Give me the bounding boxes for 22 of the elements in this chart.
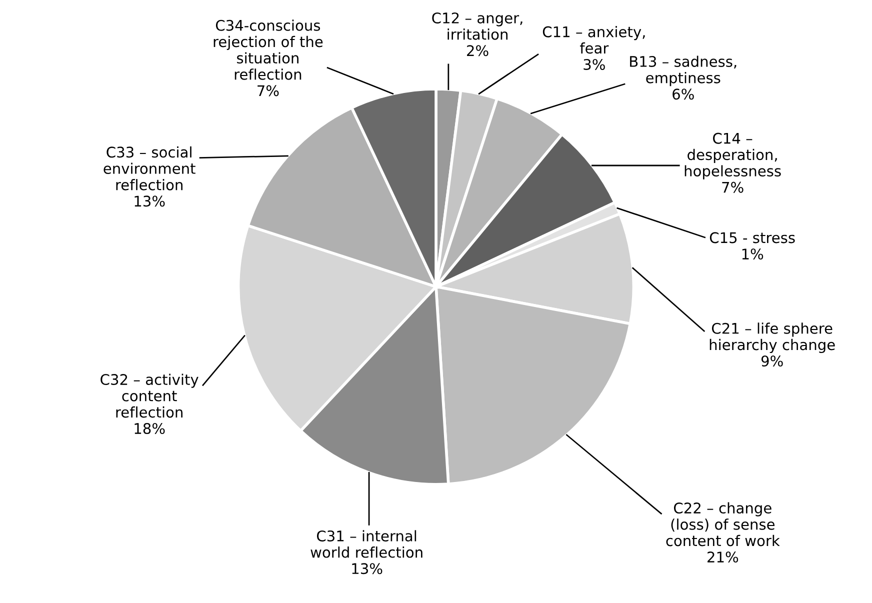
slice-label: C32 – activity content reflection bbox=[100, 374, 198, 418]
data-label: 1% bbox=[742, 248, 764, 260]
slice-label: C15 - stress bbox=[710, 232, 795, 244]
data-label: 13% bbox=[352, 563, 382, 574]
data-label: 9% bbox=[761, 356, 783, 367]
data-label: 18% bbox=[134, 422, 165, 434]
data-label: 6% bbox=[672, 88, 694, 100]
data-label: 7% bbox=[258, 85, 279, 96]
slice-label: B13 – sadness, emptiness bbox=[630, 56, 736, 86]
data-label: 13% bbox=[134, 196, 165, 207]
slice-label: C11 – anxiety, fear bbox=[542, 26, 645, 54]
data-label: 7% bbox=[722, 182, 744, 193]
slice-label: C22 – change (loss) of sense content of work bbox=[666, 502, 780, 546]
slice-label: C14 – desperation, hopelessness bbox=[684, 132, 781, 180]
slice-label: C34-conscious rejection of the situation reflection bbox=[214, 20, 323, 80]
slice-label: C21 – life sphere hierarchy change bbox=[710, 322, 835, 354]
slice-label: C31 – internal world reflection bbox=[310, 530, 422, 558]
data-label: 2% bbox=[467, 45, 488, 56]
data-label: 3% bbox=[584, 58, 605, 70]
data-label: 21% bbox=[708, 552, 738, 563]
slice-label: C12 – anger, irritation bbox=[432, 12, 522, 40]
slice-label: C33 – social environment reflection bbox=[104, 146, 196, 190]
